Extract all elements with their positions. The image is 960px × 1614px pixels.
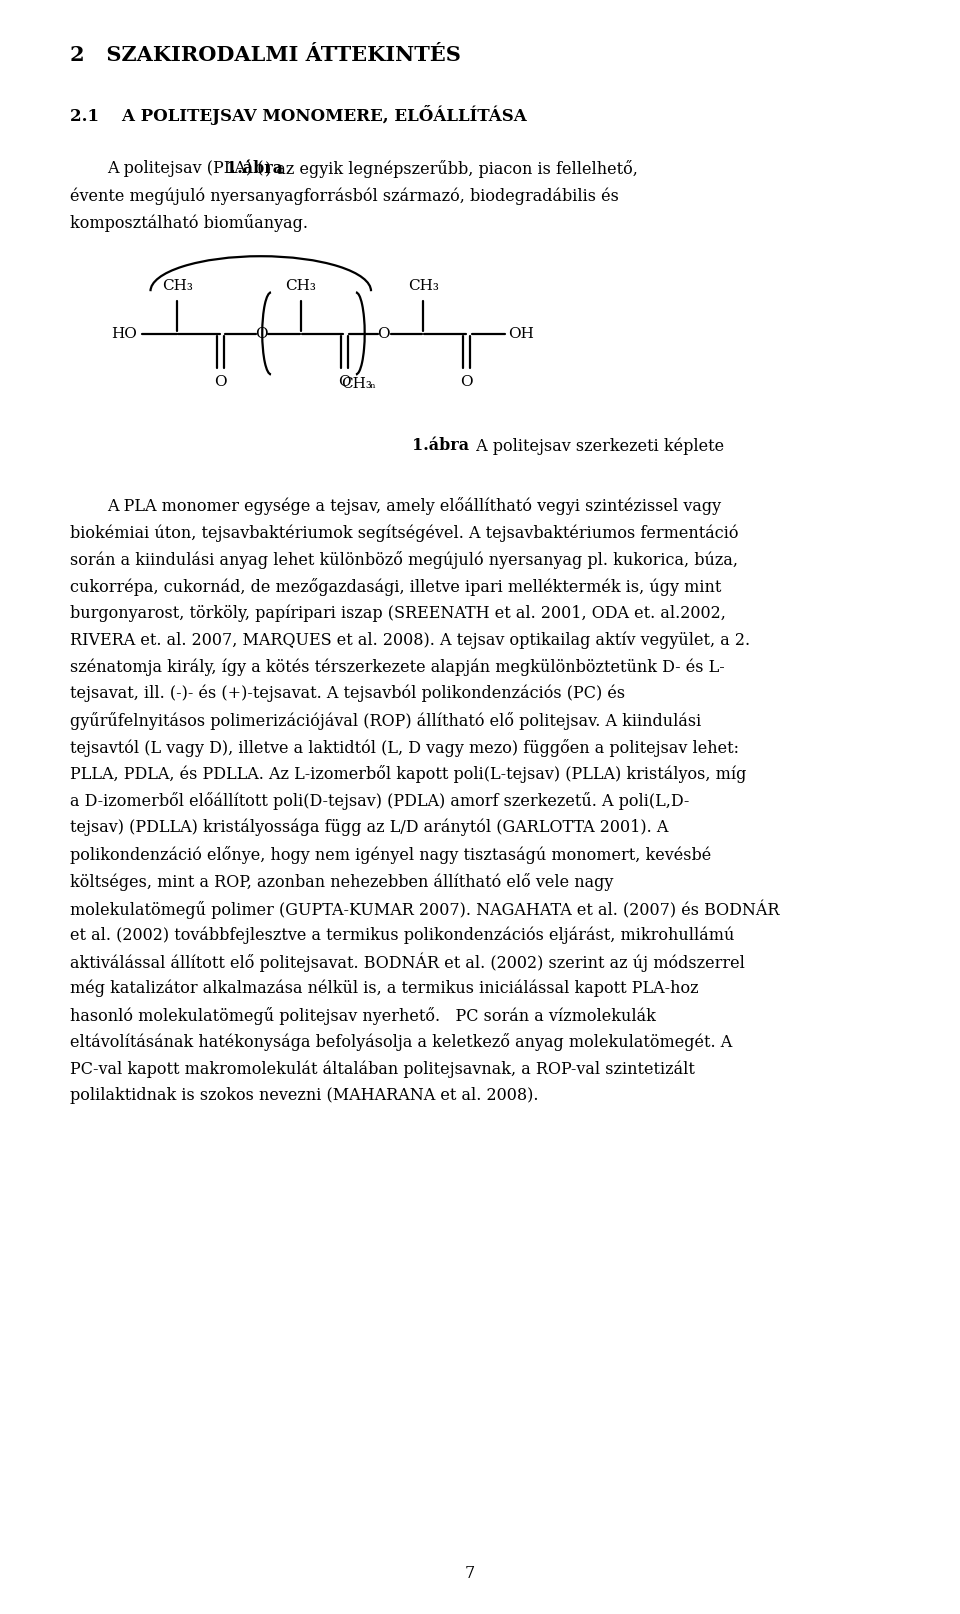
Text: komposztálható bioműanyag.: komposztálható bioműanyag. — [70, 215, 308, 232]
Text: költséges, mint a ROP, azonban nehezebben állítható elő vele nagy: költséges, mint a ROP, azonban nehezebbe… — [70, 873, 613, 891]
Text: polilaktidnak is szokos nevezni (MAHARANA et al. 2008).: polilaktidnak is szokos nevezni (MAHARAN… — [70, 1086, 539, 1104]
Text: A politejsav (PLA) (: A politejsav (PLA) ( — [108, 160, 264, 178]
Text: 1.ábra: 1.ábra — [226, 160, 282, 178]
Text: O: O — [461, 376, 473, 389]
Text: et al. (2002) továbbfejlesztve a termikus polikondenzációs eljárást, mikrohullám: et al. (2002) továbbfejlesztve a termiku… — [70, 926, 734, 944]
Text: szénatomja király, így a kötés térszerkezete alapján megkülönböztetünk D- és L-: szénatomja király, így a kötés térszerke… — [70, 659, 725, 676]
Text: O: O — [377, 328, 390, 342]
Text: cukorrépa, cukornád, de mezőgazdasági, illetve ipari melléktermék is, úgy mint: cukorrépa, cukornád, de mezőgazdasági, i… — [70, 578, 722, 596]
Text: RIVERA et. al. 2007, MARQUES et al. 2008). A tejsav optikailag aktív vegyület, a: RIVERA et. al. 2007, MARQUES et al. 2008… — [70, 631, 751, 649]
Text: CH₃: CH₃ — [162, 279, 193, 294]
Text: burgonyarost, törköly, papíripari iszap (SREENATH et al. 2001, ODA et. al.2002,: burgonyarost, törköly, papíripari iszap … — [70, 605, 727, 621]
Text: hasonló molekulatömegű politejsav nyerhető.   PC során a vízmolekulák: hasonló molekulatömegű politejsav nyerhe… — [70, 1007, 657, 1025]
Text: A politejsav szerkezeti képlete: A politejsav szerkezeti képlete — [471, 437, 725, 455]
Text: 2   SZAKIRODALMI ÁTTEKINTÉS: 2 SZAKIRODALMI ÁTTEKINTÉS — [70, 45, 461, 65]
Text: molekulatömegű polimer (GUPTA-KUMAR 2007). NAGAHATA et al. (2007) és BODNÁR: molekulatömegű polimer (GUPTA-KUMAR 2007… — [70, 899, 780, 918]
Text: tejsavtól (L vagy D), illetve a laktidtól (L, D vagy mezo) függően a politejsav : tejsavtól (L vagy D), illetve a laktidtó… — [70, 739, 739, 757]
Text: O: O — [255, 328, 268, 342]
Text: A PLA monomer egysége a tejsav, amely előállítható vegyi szintézissel vagy: A PLA monomer egysége a tejsav, amely el… — [108, 497, 722, 515]
Text: során a kiindulási anyag lehet különböző megújuló nyersanyag pl. kukorica, búza,: során a kiindulási anyag lehet különböző… — [70, 550, 738, 570]
Text: PLLA, PDLA, és PDLLA. Az L-izomerből kapott poli(L-tejsav) (PLLA) kristályos, mí: PLLA, PDLA, és PDLLA. Az L-izomerből kap… — [70, 765, 747, 783]
Text: ₙ: ₙ — [370, 378, 375, 392]
Text: biokémiai úton, tejsavbaktériumok segítségével. A tejsavbaktériumos fermentáció: biokémiai úton, tejsavbaktériumok segíts… — [70, 525, 739, 542]
Text: O: O — [338, 376, 350, 389]
Text: O: O — [214, 376, 227, 389]
Text: CH₃: CH₃ — [341, 378, 372, 392]
Text: OH: OH — [508, 328, 534, 342]
Text: a D-izomerből előállított poli(D-tejsav) (PDLA) amorf szerkezetű. A poli(L,D-: a D-izomerből előállított poli(D-tejsav)… — [70, 792, 690, 810]
Text: ) az egyik legnépszerűbb, piacon is fellelhető,: ) az egyik legnépszerűbb, piacon is fell… — [265, 160, 637, 178]
Text: tejsav) (PDLLA) kristályossága függ az L/D aránytól (GARLOTTA 2001). A: tejsav) (PDLLA) kristályossága függ az L… — [70, 818, 669, 836]
Text: HO: HO — [111, 328, 137, 342]
Text: gyűrűfelnyitásos polimerizációjával (ROP) állítható elő politejsav. A kiindulási: gyűrűfelnyitásos polimerizációjával (ROP… — [70, 712, 702, 730]
Text: polikondenzáció előnye, hogy nem igényel nagy tisztaságú monomert, kevésbé: polikondenzáció előnye, hogy nem igényel… — [70, 846, 711, 863]
Text: CH₃: CH₃ — [285, 279, 317, 294]
Text: 7: 7 — [465, 1566, 474, 1582]
Text: évente megújuló nyersanyagforrásból származó, biodegradábilis és: évente megújuló nyersanyagforrásból szár… — [70, 187, 619, 205]
Text: CH₃: CH₃ — [408, 279, 439, 294]
Text: tejsavat, ill. (-)- és (+)-tejsavat. A tejsavból polikondenzációs (PC) és: tejsavat, ill. (-)- és (+)-tejsavat. A t… — [70, 684, 626, 702]
Text: PC-val kapott makromolekulát általában politejsavnak, a ROP-val szintetizált: PC-val kapott makromolekulát általában p… — [70, 1060, 695, 1078]
Text: még katalizátor alkalmazása nélkül is, a termikus iniciálással kapott PLA-hoz: még katalizátor alkalmazása nélkül is, a… — [70, 980, 699, 997]
Text: eltávolításának hatékonysága befolyásolja a keletkező anyag molekulatömegét. A: eltávolításának hatékonysága befolyásolj… — [70, 1033, 732, 1051]
Text: aktiválással állított elő politejsavat. BODNÁR et al. (2002) szerint az új módsz: aktiválással állított elő politejsavat. … — [70, 952, 745, 973]
Text: 1.ábra: 1.ábra — [412, 437, 469, 455]
Text: 2.1    A POLITEJSAV MONOMERE, ELŐÁLLÍTÁSA: 2.1 A POLITEJSAV MONOMERE, ELŐÁLLÍTÁSA — [70, 105, 527, 124]
